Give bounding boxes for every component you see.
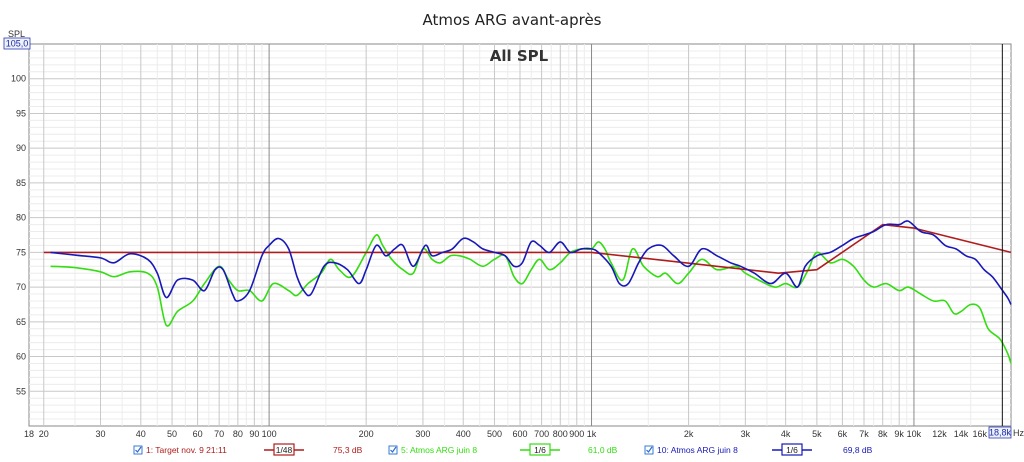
legend: 1: Target nov. 9 21:11 1/48 75,3 dB 5: Atmo… — [133, 443, 873, 456]
y-tick-label: 100 — [11, 74, 26, 84]
x-tick-label: 200 — [359, 429, 374, 439]
x-tick-label: 70 — [214, 429, 224, 439]
x-tick-label: 2k — [684, 429, 694, 439]
x-tick-label: 700 — [534, 429, 549, 439]
legend-item-3[interactable]: 10: Atmos ARG juin 8 1/6 69,8 dB — [644, 443, 873, 456]
legend-checkbox[interactable] — [133, 445, 143, 455]
chart-title: Atmos ARG avant-après — [423, 11, 602, 29]
x-tick-label: 500 — [487, 429, 502, 439]
x-tick-label: 300 — [415, 429, 430, 439]
y-top-readout-text: 105,0 — [6, 39, 29, 49]
smoothing-box[interactable] — [529, 443, 551, 456]
x-tick-label: 40 — [136, 429, 146, 439]
grid — [29, 44, 1011, 426]
legend-level: 69,8 dB — [843, 445, 873, 455]
legend-name: 5: Atmos ARG juin 8 — [401, 445, 477, 455]
series-group — [43, 220, 1012, 364]
y-tick-label: 60 — [16, 352, 26, 362]
x-tick-label: 100 — [262, 429, 277, 439]
check-icon — [646, 446, 653, 453]
x-tick-label: 80 — [233, 429, 243, 439]
y-tick-label: 70 — [16, 282, 26, 292]
x-tick-label: 600 — [512, 429, 527, 439]
x-tick-label: 10k — [907, 429, 922, 439]
y-tick-label: 75 — [16, 247, 26, 257]
x-tick-label: 90 — [249, 429, 259, 439]
x-tick-label: 4k — [781, 429, 791, 439]
x-end-readout-text: 18,8k — [989, 428, 1012, 438]
x-tick-label: 20 — [39, 429, 49, 439]
x-tick-label: 3k — [741, 429, 751, 439]
x-tick-label: 800 — [553, 429, 568, 439]
x-tick-label: 400 — [456, 429, 471, 439]
check-icon — [390, 446, 397, 453]
legend-name: 1: Target nov. 9 21:11 — [146, 445, 227, 455]
legend-name: 10: Atmos ARG juin 8 — [657, 445, 738, 455]
y-axis: 55 60 65 70 75 80 85 90 95 100 — [11, 74, 26, 397]
x-tick-label: 30 — [96, 429, 106, 439]
y-tick-label: 80 — [16, 213, 26, 223]
x-tick-label: 50 — [167, 429, 177, 439]
x-axis-unit: Hz — [1013, 428, 1024, 438]
x-tick-label: 6k — [838, 429, 848, 439]
legend-level: 75,3 dB — [333, 445, 363, 455]
y-tick-label: 95 — [16, 108, 26, 118]
smoothing-label: 1/6 — [534, 445, 546, 455]
x-tick-label: 900 — [569, 429, 584, 439]
y-top-readout[interactable]: 105,0 — [3, 37, 31, 50]
smoothing-box[interactable] — [781, 443, 803, 456]
smoothing-box[interactable] — [273, 443, 295, 456]
legend-checkbox[interactable] — [644, 445, 654, 455]
y-axis-label: SPL — [8, 29, 25, 39]
x-end-readout[interactable]: 18,8k — [988, 426, 1012, 439]
y-tick-label: 65 — [16, 317, 26, 327]
legend-item-1[interactable]: 1: Target nov. 9 21:11 1/48 75,3 dB — [133, 443, 363, 456]
check-icon — [135, 446, 142, 453]
x-axis: 18 20 30 40 50 60 70 80 90 100 200 300 400 500 600 700 8… — [24, 429, 988, 439]
x-tick-label: 5k — [812, 429, 822, 439]
chart-subtitle: All SPL — [490, 47, 549, 65]
smoothing-label: 1/6 — [786, 445, 798, 455]
x-tick-label: 8k — [878, 429, 888, 439]
x-tick-label: 16k — [972, 429, 987, 439]
x-tick-label: 12k — [932, 429, 947, 439]
x-tick-label: 60 — [193, 429, 203, 439]
x-tick-label: 1k — [587, 429, 597, 439]
series-line-2 — [50, 234, 1012, 364]
legend-checkbox[interactable] — [388, 445, 398, 455]
y-tick-label: 90 — [16, 143, 26, 153]
legend-level: 61,0 dB — [588, 445, 618, 455]
x-tick-label: 14k — [954, 429, 969, 439]
x-tick-label: 7k — [859, 429, 869, 439]
x-tick-label: 18 — [24, 429, 34, 439]
x-tick-label: 9k — [894, 429, 904, 439]
series-line-1 — [43, 223, 1012, 274]
legend-item-2[interactable]: 5: Atmos ARG juin 8 1/6 61,0 dB — [388, 443, 618, 456]
series-line-3 — [50, 220, 1012, 305]
y-tick-label: 55 — [16, 386, 26, 396]
smoothing-label: 1/48 — [276, 445, 293, 455]
y-tick-label: 85 — [16, 178, 26, 188]
